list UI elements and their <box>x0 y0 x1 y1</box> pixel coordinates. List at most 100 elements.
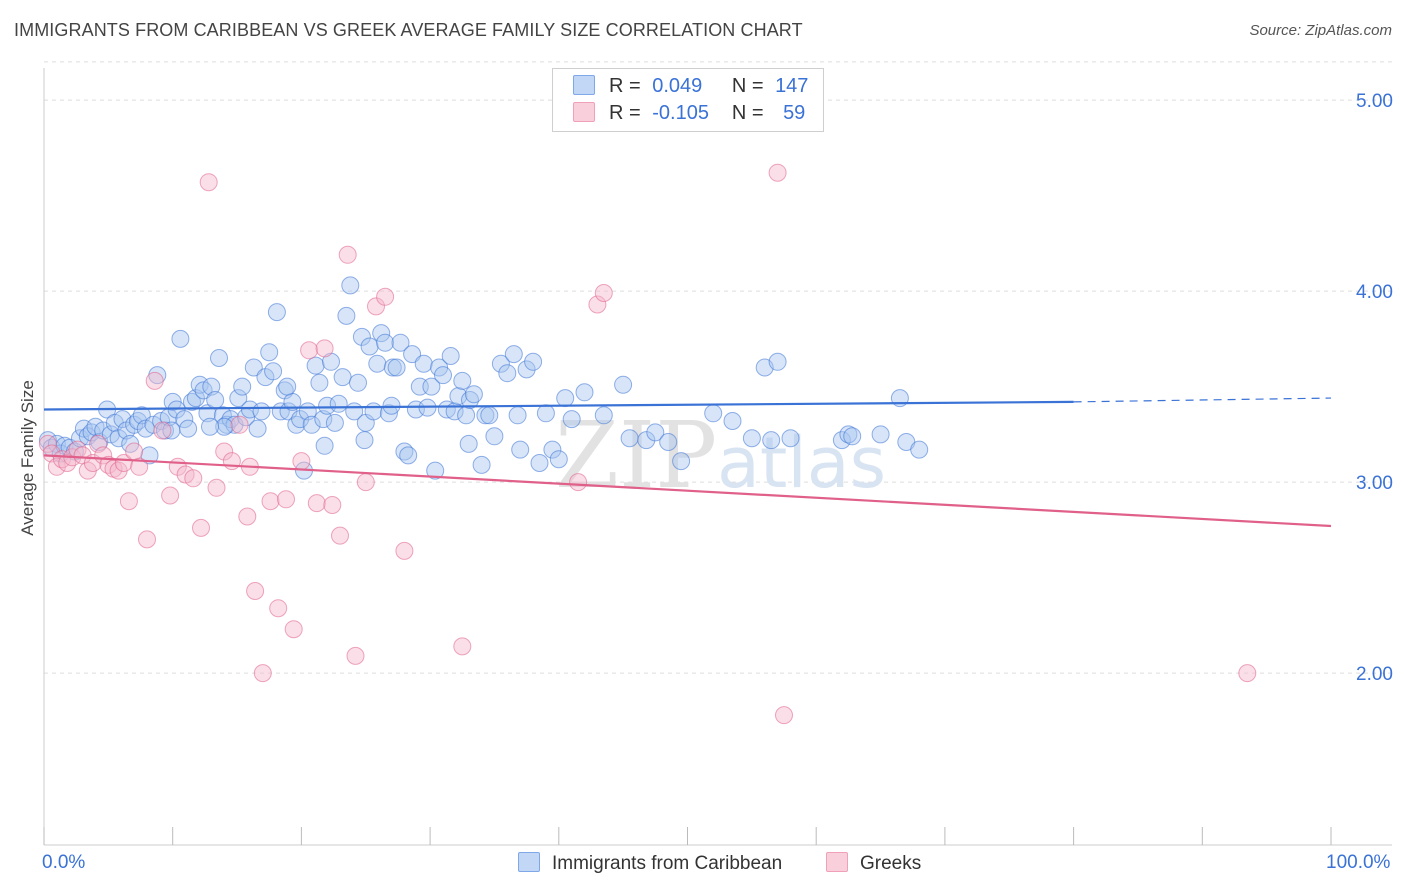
point-caribbean <box>762 431 781 450</box>
point-caribbean <box>206 391 225 409</box>
point-greeks <box>277 490 295 509</box>
point-caribbean <box>368 354 387 373</box>
point-greeks <box>161 486 180 505</box>
y-tick-label: 5.00 <box>1356 91 1393 112</box>
point-caribbean <box>464 385 483 404</box>
point-caribbean <box>201 417 219 436</box>
bottom-legend-swatch-blue <box>518 852 540 872</box>
point-caribbean <box>453 371 472 390</box>
point-caribbean <box>672 452 691 471</box>
point-caribbean <box>333 368 352 387</box>
point-caribbean <box>202 377 221 396</box>
point-caribbean <box>524 352 543 371</box>
point-greeks <box>269 599 288 618</box>
point-greeks <box>246 582 265 600</box>
point-greeks <box>346 646 365 665</box>
y-tick-labels: 2.00 3.00 4.00 5.00 <box>1356 91 1393 685</box>
trend-line-caribbean <box>43 400 1074 411</box>
point-caribbean <box>403 345 422 364</box>
point-caribbean <box>517 360 536 379</box>
point-caribbean <box>472 455 491 474</box>
point-caribbean <box>302 415 321 434</box>
x-tick-min: 0.0% <box>42 852 86 873</box>
y-tick-label: 3.00 <box>1356 473 1393 494</box>
point-caribbean <box>186 389 205 408</box>
point-caribbean <box>491 354 510 373</box>
point-greeks <box>356 473 375 492</box>
point-caribbean <box>171 329 190 348</box>
point-greeks <box>331 526 349 545</box>
point-caribbean <box>291 410 310 429</box>
point-caribbean <box>441 347 460 365</box>
point-caribbean <box>325 413 344 432</box>
point-caribbean <box>391 333 410 352</box>
point-greeks <box>338 245 357 264</box>
point-caribbean <box>306 356 325 375</box>
point-greeks <box>775 706 793 725</box>
point-caribbean <box>109 429 128 448</box>
point-caribbean <box>264 362 283 381</box>
point-caribbean <box>349 373 367 392</box>
point-greeks <box>292 452 311 471</box>
bottom-legend-caribbean: Immigrants from Caribbean <box>518 852 782 875</box>
point-caribbean <box>498 364 517 383</box>
point-caribbean <box>352 327 371 346</box>
point-caribbean <box>620 429 639 448</box>
y-tick-label: 2.00 <box>1356 664 1393 685</box>
point-greeks <box>42 444 61 463</box>
point-greeks <box>588 295 607 314</box>
point-greeks <box>38 434 57 453</box>
trend-line-caribbean-extension <box>1073 397 1332 403</box>
point-greeks <box>215 442 234 461</box>
trend-line-greeks <box>43 454 1332 528</box>
bottom-legend-greeks: Greeks <box>826 852 921 875</box>
legend: R = 0.049 N = 147 R = -0.105 N = 59 <box>552 68 824 132</box>
point-caribbean <box>556 389 575 408</box>
point-caribbean <box>910 440 929 459</box>
point-caribbean <box>659 433 678 451</box>
point-caribbean <box>382 396 401 415</box>
point-caribbean <box>549 450 568 469</box>
point-greeks <box>284 620 303 639</box>
series-caribbean <box>38 276 929 480</box>
chart-title: IMMIGRANTS FROM CARIBBEAN VS GREEK AVERA… <box>14 20 803 40</box>
y-tick-label: 4.00 <box>1356 282 1393 303</box>
point-greeks <box>253 664 272 683</box>
legend-n-value: 59 <box>783 102 806 124</box>
point-greeks <box>199 173 218 192</box>
point-caribbean <box>594 406 613 425</box>
point-caribbean <box>360 337 379 356</box>
point-greeks <box>153 421 172 440</box>
point-greeks <box>130 457 149 476</box>
point-caribbean <box>376 333 395 352</box>
point-caribbean <box>233 377 252 396</box>
point-caribbean <box>457 406 476 425</box>
point-caribbean <box>215 417 234 436</box>
point-caribbean <box>252 402 271 421</box>
point-caribbean <box>742 429 761 448</box>
point-caribbean <box>240 400 259 419</box>
legend-n-label: N = <box>731 102 764 124</box>
point-caribbean <box>315 436 334 455</box>
point-greeks <box>376 287 395 306</box>
point-greeks <box>307 494 326 513</box>
point-caribbean <box>337 306 356 325</box>
point-caribbean <box>132 406 151 425</box>
point-caribbean <box>511 440 530 459</box>
point-caribbean <box>329 394 348 413</box>
point-caribbean <box>267 303 286 322</box>
point-caribbean <box>646 423 665 442</box>
watermark-atlas: atlas <box>717 422 886 504</box>
point-greeks <box>594 284 613 302</box>
bottom-legend-label: Immigrants from Caribbean <box>552 853 783 874</box>
point-caribbean <box>248 419 267 438</box>
point-greeks <box>230 415 249 434</box>
point-greeks <box>238 507 257 526</box>
point-greeks <box>315 339 334 358</box>
point-caribbean <box>536 404 555 423</box>
point-caribbean <box>704 404 723 423</box>
point-greeks <box>261 492 280 511</box>
point-caribbean <box>341 276 360 295</box>
point-caribbean <box>355 431 374 450</box>
point-caribbean <box>414 354 433 373</box>
